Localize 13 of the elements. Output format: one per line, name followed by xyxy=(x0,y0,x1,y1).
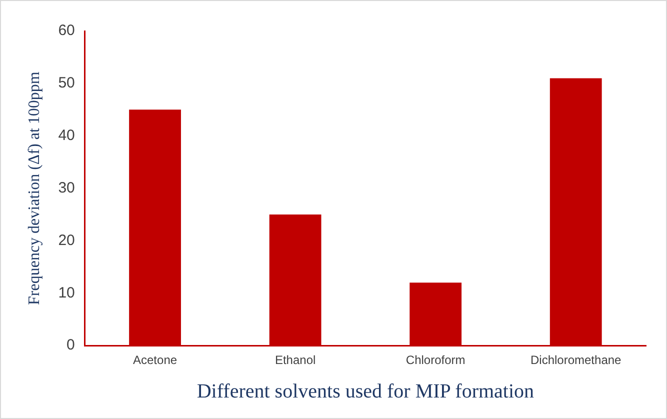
y-tick-label: 30 xyxy=(58,179,75,196)
x-tick-label: Ethanol xyxy=(274,353,316,368)
y-tick-label: 50 xyxy=(58,74,75,92)
y-tick-label: 0 xyxy=(66,336,75,354)
y-axis-title: Frequency deviation (Δf) at 100ppm xyxy=(26,71,43,305)
y-tick-label: 60 xyxy=(58,22,75,40)
y-tick-label: 20 xyxy=(58,232,75,249)
x-axis-title: Different solvents used for MIP formation xyxy=(196,380,534,402)
x-tick-label: Acetone xyxy=(133,353,178,368)
x-tick-label: Dichloromethane xyxy=(530,353,622,368)
y-tick-label: 10 xyxy=(58,284,75,302)
x-tick-label: Chloroform xyxy=(406,353,466,368)
y-tick-label: 40 xyxy=(58,127,75,144)
